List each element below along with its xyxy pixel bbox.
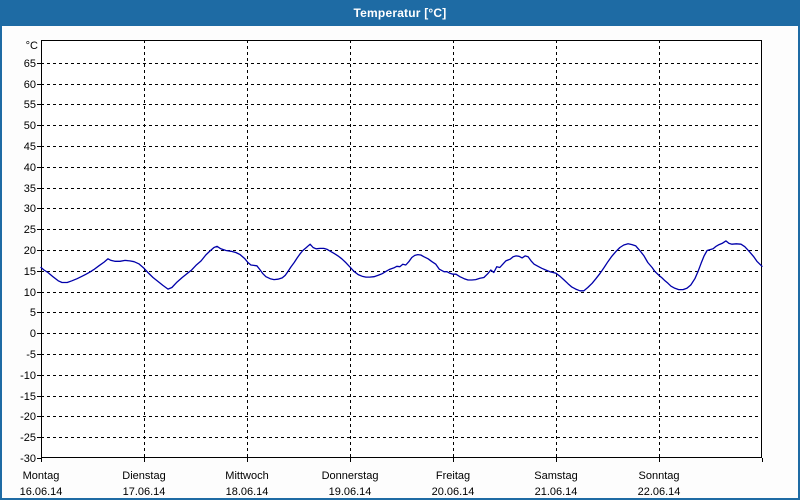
y-tick-label: -5 [26,349,36,361]
temperature-line [40,240,763,292]
y-tick-label: 40 [24,162,36,174]
y-tick-label: 5 [30,307,36,319]
plot-area [41,40,762,458]
day-name-label: Freitag [436,470,470,482]
day-name-label: Sonntag [639,470,680,482]
y-tick-label: -30 [20,453,36,465]
day-date-label: 18.06.14 [226,486,269,498]
y-tick-label: -15 [20,391,36,403]
day-date-label: 17.06.14 [123,486,166,498]
y-tick-label: 35 [24,183,36,195]
y-tick-label: 60 [24,79,36,91]
plot-border [41,40,762,458]
y-tick-label: -25 [20,432,36,444]
day-name-label: Samstag [534,470,577,482]
day-name-label: Donnerstag [322,470,379,482]
chart-title: Temperatur [°C] [353,6,447,20]
day-date-label: 16.06.14 [20,486,63,498]
day-name-label: Dienstag [122,470,165,482]
y-tick-label: 10 [24,287,36,299]
y-tick-label: 55 [24,99,36,111]
day-name-label: Montag [23,470,60,482]
y-tick-label: 0 [30,328,36,340]
day-name-label: Mittwoch [225,470,268,482]
y-tick-label: 20 [24,245,36,257]
day-date-label: 21.06.14 [535,486,578,498]
day-date-label: 19.06.14 [329,486,372,498]
y-tick-label: 45 [24,141,36,153]
y-tick-label: 25 [24,224,36,236]
day-date-label: 20.06.14 [432,486,475,498]
y-unit-label: °C [26,40,38,52]
y-tick-label: -10 [20,370,36,382]
y-tick-label: 65 [24,58,36,70]
title-bar: Temperatur [°C] [0,0,800,26]
y-tick-label: 30 [24,203,36,215]
y-tick-label: 50 [24,120,36,132]
y-tick-label: -20 [20,411,36,423]
y-tick-label: 15 [24,266,36,278]
day-date-label: 22.06.14 [638,486,681,498]
